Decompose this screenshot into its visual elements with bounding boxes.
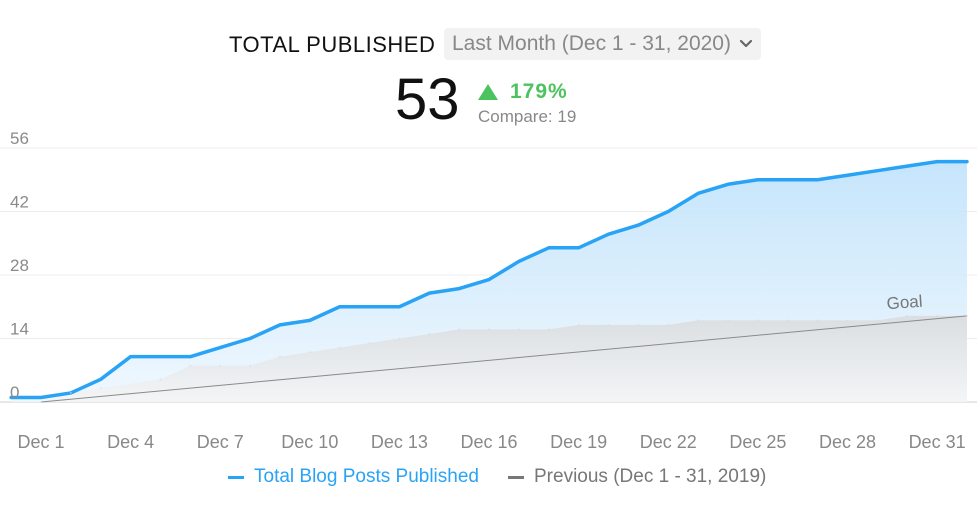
data-point-total — [935, 160, 939, 164]
data-point-total — [726, 182, 730, 186]
date-range-label: Last Month (Dec 1 - 31, 2020) — [452, 32, 731, 55]
y-tick-label: 42 — [10, 193, 29, 212]
data-point-total — [756, 178, 760, 182]
page-title: TOTAL PUBLISHED — [229, 32, 436, 57]
data-point-previous — [965, 314, 968, 317]
series-line-goal — [40, 315, 968, 403]
data-point-total — [99, 377, 103, 381]
data-point-total — [278, 323, 282, 327]
y-tick-label: 14 — [10, 320, 29, 339]
x-tick-label: Dec 4 — [107, 432, 154, 452]
change-badge: 179% — [478, 80, 568, 104]
data-point-total — [427, 291, 431, 295]
data-point-previous — [249, 364, 252, 367]
data-point-total — [158, 355, 162, 359]
data-point-total — [845, 173, 849, 177]
data-point-previous — [876, 319, 879, 322]
data-point-previous — [458, 328, 461, 331]
data-point-previous — [278, 355, 281, 358]
data-point-total — [905, 164, 909, 168]
data-point-total — [397, 305, 401, 309]
legend-item-total[interactable]: Total Blog Posts Published — [228, 466, 479, 488]
data-point-previous — [189, 364, 192, 367]
data-point-previous — [99, 387, 102, 390]
legend-label-previous: Previous (Dec 1 - 31, 2019) — [534, 466, 767, 487]
x-tick-label: Dec 19 — [550, 432, 607, 452]
legend-label-total: Total Blog Posts Published — [254, 466, 479, 487]
data-point-previous — [637, 323, 640, 326]
data-point-previous — [607, 323, 610, 326]
data-point-previous — [517, 328, 520, 331]
data-point-total — [487, 278, 491, 282]
x-tick-label: Dec 31 — [909, 432, 966, 452]
chevron-down-icon — [739, 39, 753, 48]
change-percent: 179% — [510, 80, 568, 103]
x-tick-label: Dec 28 — [819, 432, 876, 452]
data-point-previous — [69, 391, 72, 394]
x-tick-label: Dec 7 — [197, 432, 244, 452]
data-point-previous — [846, 319, 849, 322]
legend-item-previous[interactable]: Previous (Dec 1 - 31, 2019) — [508, 466, 766, 488]
data-point-total — [577, 246, 581, 250]
data-point-previous — [547, 328, 550, 331]
data-point-total — [39, 395, 43, 399]
chart-header: TOTAL PUBLISHED Last Month (Dec 1 - 31, … — [0, 28, 977, 62]
data-point-previous — [40, 401, 42, 403]
data-point-total — [308, 318, 312, 322]
total-value: 53 — [395, 67, 460, 132]
data-point-previous — [816, 319, 819, 322]
data-point-previous — [697, 319, 700, 322]
data-point-total — [218, 346, 222, 350]
data-point-total — [636, 223, 640, 227]
x-tick-label: Dec 16 — [461, 432, 518, 452]
data-point-total — [875, 169, 879, 173]
data-point-previous — [338, 346, 341, 349]
x-tick-label: Dec 25 — [729, 432, 786, 452]
y-tick-label: 56 — [10, 129, 29, 148]
data-point-total — [965, 160, 969, 164]
data-point-total — [188, 355, 192, 359]
data-point-total — [816, 178, 820, 182]
up-arrow-icon — [478, 84, 498, 100]
y-tick-label: 28 — [10, 256, 29, 275]
data-point-total — [607, 232, 611, 236]
data-point-total — [368, 305, 372, 309]
data-point-previous — [308, 351, 311, 354]
compare-value: Compare: 19 — [478, 107, 577, 126]
data-point-previous — [368, 342, 371, 345]
y-tick-label: 0 — [10, 383, 19, 402]
legend-swatch-previous — [508, 475, 524, 479]
legend: Total Blog Posts Published Previous (Dec… — [0, 466, 977, 490]
data-point-previous — [488, 328, 491, 331]
data-point-total — [248, 337, 252, 340]
area-chart: 0 14 28 42 56 Dec 1 Dec 4 Dec 7 Dec 10 Dec 13 Dec … — [0, 129, 977, 452]
x-tick-label: Dec 22 — [640, 432, 697, 452]
data-point-total — [517, 259, 521, 263]
x-tick-label: Dec 10 — [281, 432, 338, 452]
data-point-previous — [727, 319, 730, 322]
data-point-total — [129, 355, 133, 359]
x-tick-label: Dec 13 — [371, 432, 428, 452]
data-point-previous — [786, 319, 789, 322]
data-point-total — [547, 246, 551, 250]
data-point-total — [9, 395, 13, 399]
date-range-select[interactable]: Last Month (Dec 1 - 31, 2020) — [444, 28, 761, 60]
data-point-previous — [936, 314, 939, 317]
data-point-previous — [159, 378, 162, 381]
data-point-total — [696, 191, 700, 195]
data-point-previous — [577, 323, 580, 326]
data-point-total — [338, 305, 342, 309]
data-point-previous — [667, 323, 670, 326]
data-point-total — [666, 210, 670, 213]
data-point-previous — [219, 364, 222, 367]
goal-label: Goal — [886, 292, 923, 313]
data-point-previous — [756, 319, 759, 322]
data-point-previous — [398, 337, 401, 340]
legend-swatch-total — [228, 475, 244, 479]
data-point-total — [457, 287, 461, 291]
data-point-previous — [428, 332, 431, 335]
data-point-previous — [906, 314, 909, 317]
x-tick-label: Dec 1 — [17, 432, 64, 452]
data-point-total — [786, 178, 790, 182]
